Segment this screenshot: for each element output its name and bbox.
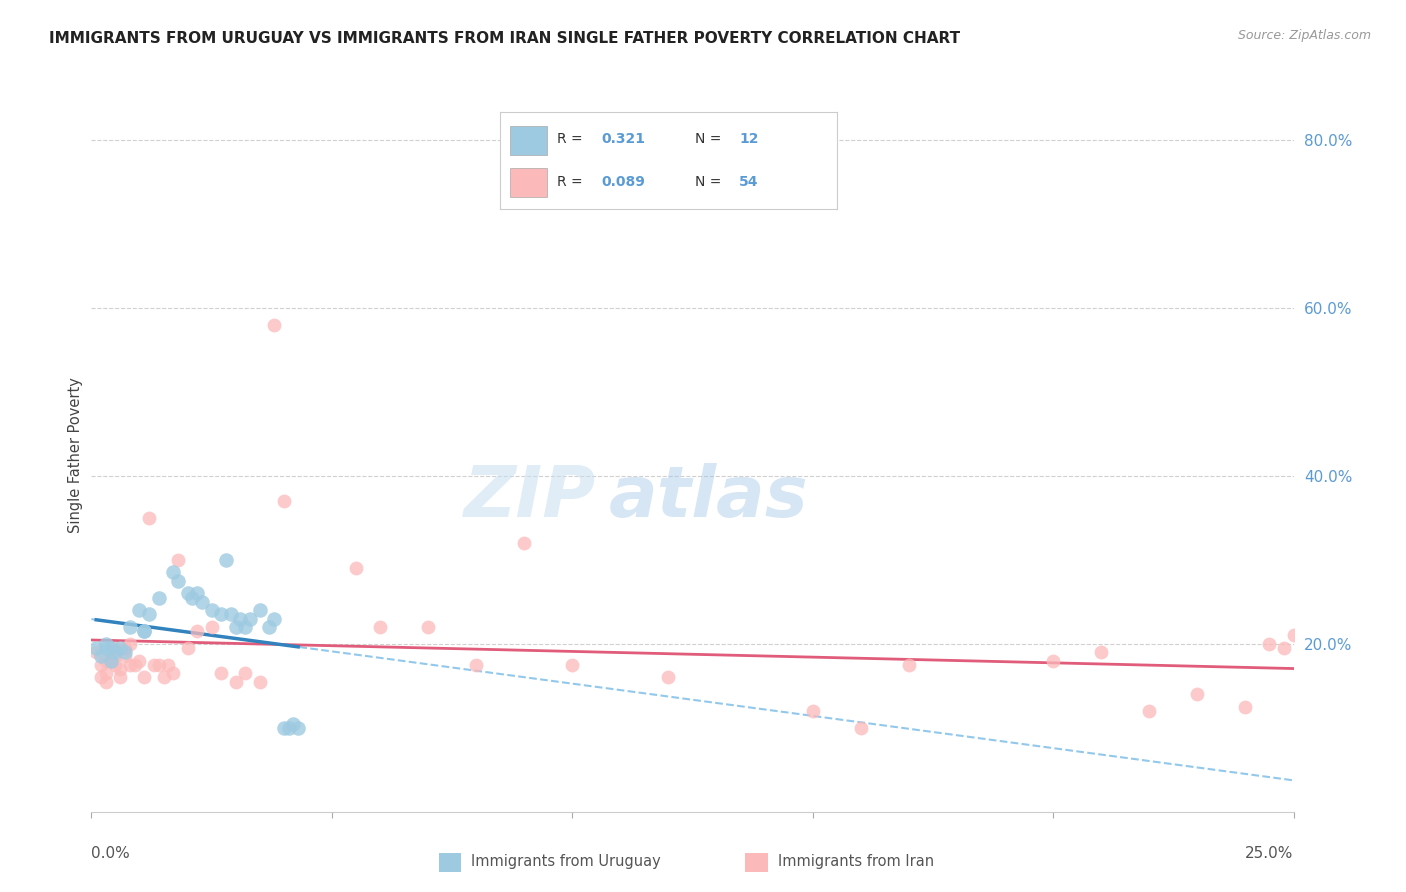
Point <box>181 591 204 605</box>
Point <box>94 654 117 668</box>
Point <box>134 624 156 639</box>
Point <box>138 607 160 622</box>
Point <box>142 657 165 672</box>
Point <box>114 640 136 655</box>
Point <box>104 645 127 659</box>
Point <box>114 645 136 659</box>
Point <box>465 657 488 672</box>
Point <box>90 670 112 684</box>
Text: IMMIGRANTS FROM URUGUAY VS IMMIGRANTS FROM IRAN SINGLE FATHER POVERTY CORRELATIO: IMMIGRANTS FROM URUGUAY VS IMMIGRANTS FR… <box>49 31 960 46</box>
Point <box>100 640 122 655</box>
Point <box>100 654 122 668</box>
Point <box>1234 699 1257 714</box>
Point <box>167 553 190 567</box>
Point <box>263 318 285 332</box>
Point <box>1137 704 1160 718</box>
Point <box>209 607 232 622</box>
Point <box>157 657 180 672</box>
Point <box>225 674 247 689</box>
Point <box>233 620 256 634</box>
Point <box>162 666 184 681</box>
Point <box>176 586 198 600</box>
Point <box>229 612 252 626</box>
Point <box>100 645 122 659</box>
Point <box>249 674 271 689</box>
Point <box>110 662 132 676</box>
Point <box>114 649 136 664</box>
Point <box>104 640 127 655</box>
Point <box>287 721 309 735</box>
Point <box>90 657 112 672</box>
Point <box>138 511 160 525</box>
Point <box>124 657 146 672</box>
Point <box>225 620 247 634</box>
Point <box>233 666 256 681</box>
Point <box>273 494 295 508</box>
Point <box>259 620 281 634</box>
Point <box>1187 687 1209 701</box>
Text: Immigrants from Iran: Immigrants from Iran <box>778 854 934 869</box>
Point <box>219 607 242 622</box>
Point <box>249 603 271 617</box>
Point <box>128 603 150 617</box>
Point <box>344 561 367 575</box>
Point <box>148 591 170 605</box>
Point <box>90 649 112 664</box>
Point <box>104 649 127 664</box>
Point <box>561 657 583 672</box>
Point <box>128 654 150 668</box>
Point <box>84 640 107 655</box>
Point <box>110 640 132 655</box>
Point <box>273 721 295 735</box>
Point <box>277 721 299 735</box>
Point <box>209 666 232 681</box>
Point <box>118 620 141 634</box>
Point <box>94 674 117 689</box>
Point <box>94 637 117 651</box>
Point <box>162 566 184 580</box>
Point <box>201 603 224 617</box>
Point <box>186 624 208 639</box>
Text: ZIP: ZIP <box>464 463 596 533</box>
Point <box>201 620 224 634</box>
Point <box>118 657 141 672</box>
Point <box>513 536 536 550</box>
Point <box>148 657 170 672</box>
Point <box>176 640 198 655</box>
Point <box>801 704 824 718</box>
Point <box>657 670 679 684</box>
Point <box>849 721 872 735</box>
Point <box>84 645 107 659</box>
Point <box>167 574 190 588</box>
Text: atlas: atlas <box>609 463 808 533</box>
Point <box>191 595 214 609</box>
Point <box>416 620 439 634</box>
Point <box>1090 645 1112 659</box>
Point <box>186 586 208 600</box>
Point <box>283 716 305 731</box>
Point <box>1042 654 1064 668</box>
Text: 25.0%: 25.0% <box>1246 846 1294 861</box>
Point <box>94 666 117 681</box>
Text: 0.0%: 0.0% <box>91 846 131 861</box>
Point <box>215 553 238 567</box>
Point <box>1282 628 1305 642</box>
Text: Immigrants from Uruguay: Immigrants from Uruguay <box>471 854 661 869</box>
Point <box>1258 637 1281 651</box>
Point <box>104 657 127 672</box>
Point <box>134 624 156 639</box>
Point <box>100 654 122 668</box>
Point <box>368 620 391 634</box>
Point <box>118 637 141 651</box>
Point <box>239 612 262 626</box>
Point <box>1272 640 1295 655</box>
Point <box>134 670 156 684</box>
Point <box>94 640 117 655</box>
Point <box>263 612 285 626</box>
Point <box>897 657 920 672</box>
Text: Source: ZipAtlas.com: Source: ZipAtlas.com <box>1237 29 1371 42</box>
Y-axis label: Single Father Poverty: Single Father Poverty <box>67 377 83 533</box>
Point <box>152 670 174 684</box>
Point <box>110 670 132 684</box>
